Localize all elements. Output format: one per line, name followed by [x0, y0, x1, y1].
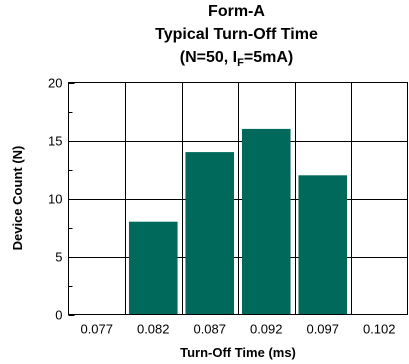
- subtitle-conditions-suffix: =5mA): [243, 49, 294, 66]
- x-tick-label: 0.082: [137, 322, 170, 337]
- plot-frame: [68, 82, 408, 315]
- y-axis-title: Device Count (N): [10, 146, 25, 251]
- x-tick-label: 0.092: [250, 322, 283, 337]
- y-tick-label: 5: [55, 250, 62, 265]
- bar-0.087: [185, 152, 235, 315]
- x-tick-label: 0.087: [193, 322, 226, 337]
- x-tick-label: 0.097: [306, 322, 339, 337]
- subtitle-conditions-prefix: (N=50, I: [179, 49, 238, 66]
- y-tick-label: 0: [55, 308, 62, 323]
- y-tick-label: 10: [48, 192, 62, 207]
- y-tick-label: 20: [48, 76, 62, 91]
- x-tick-label: 0.077: [80, 322, 113, 337]
- bar-0.092: [241, 128, 291, 315]
- chart-title: Form-A: [208, 3, 265, 20]
- subtitle-conditions-subscript: F: [237, 57, 244, 70]
- bar-0.097: [298, 175, 348, 315]
- y-tick-label: 15: [48, 134, 62, 149]
- x-axis-title: Turn-Off Time (ms): [180, 345, 296, 360]
- chart-subtitle-conditions: (N=50, IF=5mA): [32, 49, 409, 69]
- grid-layer: [68, 82, 408, 315]
- x-tick-label: 0.102: [363, 322, 396, 337]
- bar-layer: [128, 128, 348, 315]
- bar-0.082: [128, 221, 178, 315]
- chart-subtitle: Typical Turn-Off Time: [155, 26, 318, 43]
- y-axis: 0 5 10 15 20: [48, 76, 75, 323]
- x-axis: 0.077 0.082 0.087 0.092 0.097 0.102: [80, 322, 395, 337]
